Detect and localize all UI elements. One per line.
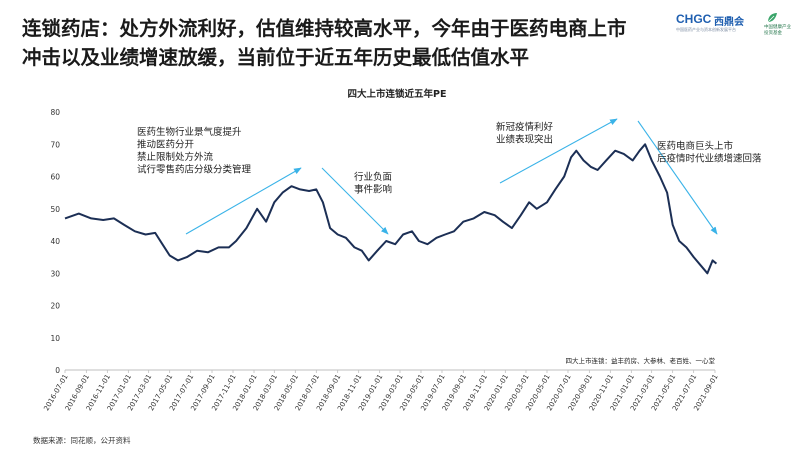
annotation-text: 事件影响 xyxy=(354,184,392,196)
leaf-icon xyxy=(767,13,777,23)
logo-brand: CHGC xyxy=(676,12,712,26)
y-tick-label: 10 xyxy=(50,334,60,343)
chart-note: 四大上市连锁：益丰药房、大参林、老百姓、一心堂 xyxy=(566,356,716,365)
trend-arrow-down-2 xyxy=(637,120,718,235)
y-tick-label: 20 xyxy=(50,302,60,311)
annotation-text: 推动医药分开 xyxy=(137,139,195,151)
annotation-text: 医药生物行业景气度提升 xyxy=(137,126,242,138)
y-tick-label: 80 xyxy=(50,108,60,117)
annotation-text: 禁止限制处方外流 xyxy=(137,151,214,163)
y-tick-label: 0 xyxy=(55,366,60,375)
annotation-text: 行业负面 xyxy=(354,171,392,183)
y-tick-label: 40 xyxy=(50,237,60,246)
logo: CHGC 西鼎会 中国医药产业与资本创新发展平台 中国健康产业 投资基金 xyxy=(676,12,794,38)
annotation-text: 医药电商巨头上市 xyxy=(657,140,734,152)
logo-subtitle: 中国医药产业与资本创新发展平台 xyxy=(676,27,736,32)
logo-fund-name: 中国健康产业 投资基金 xyxy=(764,25,791,36)
annotation-text: 试行零售药店分级分类管理 xyxy=(137,164,252,176)
annotation-text: 业绩表现突出 xyxy=(496,134,553,146)
annotation-text: 新冠疫情利好 xyxy=(496,121,554,133)
slide-title: 连锁药店：处方外流利好，估值维持较高水平，今年由于医药电商上市冲击以及业绩增速放… xyxy=(22,17,627,69)
y-tick-label: 60 xyxy=(50,173,60,182)
y-tick-label: 70 xyxy=(50,140,60,149)
annotation-text: 后疫情时代业绩增速回落 xyxy=(657,153,762,165)
logo-brand-cn: 西鼎会 xyxy=(714,17,744,28)
y-tick-label: 50 xyxy=(50,205,60,214)
trend-arrow-down-1 xyxy=(321,167,389,235)
chart-title: 四大上市连锁近五年PE xyxy=(348,88,447,100)
trend-arrow-up-2 xyxy=(499,118,618,184)
data-source: 数据来源：同花顺，公开资料 xyxy=(33,436,131,445)
trend-arrow-up-1 xyxy=(185,167,302,235)
series-line xyxy=(64,143,718,275)
y-tick-label: 30 xyxy=(50,269,60,278)
trend-arrows xyxy=(185,118,718,235)
